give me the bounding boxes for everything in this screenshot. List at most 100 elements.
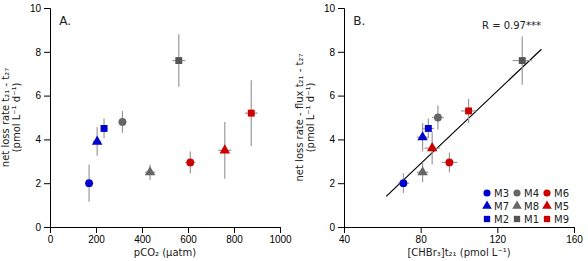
- x-axis-title: [CHBr₃]t₂₁ (pmol L⁻¹): [407, 247, 510, 258]
- y-tick: 10: [30, 3, 50, 14]
- y-tick: 8: [35, 47, 50, 58]
- y-tick-mark: [44, 139, 50, 140]
- point: [417, 166, 428, 175]
- x-tick-label: 120: [489, 234, 506, 245]
- x-tick: 80: [416, 227, 428, 245]
- legend-marker: [484, 216, 490, 222]
- legend-item: M8: [512, 200, 539, 211]
- panel: 40801201600246810B.R = 0.97***[CHBr₃]t₂₁…: [294, 3, 583, 258]
- x-tick: 120: [489, 227, 506, 245]
- x-tick: 800: [226, 227, 243, 245]
- plot-marks: [85, 34, 258, 202]
- x-tick-mark: [96, 227, 97, 233]
- y-tick-mark: [44, 52, 50, 53]
- y-axis-title: net loss rate t₂₁ - t₂₇(pmol L⁻¹ d⁻¹): [0, 68, 22, 167]
- point: [519, 57, 526, 64]
- chart-svg: 020040060080010000246810A.pCO₂ (µatm)net…: [0, 0, 588, 261]
- y-tick-mark: [338, 52, 344, 53]
- point: [427, 142, 438, 151]
- point: [145, 166, 156, 175]
- y-tick-label: 2: [35, 178, 41, 189]
- y-axis-title-line: net loss rate - flux t₂₁ - t₂₇: [294, 54, 305, 182]
- x-tick-mark: [142, 227, 143, 233]
- y-tick-label: 8: [329, 47, 335, 58]
- x-tick: 400: [134, 227, 151, 245]
- y-axis: 0246810: [324, 3, 345, 233]
- x-tick: 160: [566, 227, 583, 245]
- point: [85, 179, 93, 187]
- legend-label: M7: [494, 201, 509, 212]
- y-tick-label: 0: [35, 222, 41, 233]
- y-axis: 0 2 4 6 8 10: [30, 3, 51, 233]
- point: [400, 179, 408, 187]
- legend-item: M1: [514, 214, 539, 225]
- legend-label: M3: [494, 188, 509, 199]
- legend-label: M4: [524, 188, 539, 199]
- y-axis-title-line: (pmol L⁻¹ d⁻¹): [11, 83, 22, 153]
- x-axis-line: [51, 228, 281, 234]
- y-axis-line: [44, 9, 51, 228]
- y-axis-line: [338, 9, 345, 228]
- x-tick-mark: [574, 227, 575, 233]
- legend-item: M2: [484, 214, 509, 225]
- legend-marker: [542, 200, 552, 208]
- legend-label: M8: [524, 201, 539, 212]
- legend-label: M2: [494, 214, 509, 225]
- x-tick-mark: [497, 227, 498, 233]
- legend-marker: [513, 189, 520, 196]
- panel-title: B.: [353, 14, 365, 28]
- y-tick: 6: [35, 90, 50, 101]
- legend-marker: [514, 216, 520, 222]
- y-tick: 0: [329, 222, 344, 233]
- legend-marker: [512, 200, 522, 208]
- legend-marker: [482, 200, 492, 208]
- x-tick-label: 80: [416, 234, 428, 245]
- x-tick-mark: [280, 227, 281, 233]
- y-tick-label: 10: [30, 3, 42, 14]
- x-tick-mark: [234, 227, 235, 233]
- x-axis-line: [345, 228, 575, 234]
- regression-line: [386, 49, 541, 196]
- y-tick-mark: [44, 8, 50, 9]
- y-tick: 8: [329, 47, 344, 58]
- y-tick-mark: [44, 96, 50, 97]
- y-tick-label: 6: [35, 90, 41, 101]
- y-tick-mark: [338, 227, 344, 228]
- x-tick-label: 600: [180, 234, 197, 245]
- x-tick-label: 160: [566, 234, 583, 245]
- legend-item: M4: [513, 188, 539, 199]
- point: [119, 118, 127, 126]
- x-tick: 40: [339, 227, 351, 245]
- y-tick-label: 4: [35, 134, 41, 145]
- y-tick-label: 8: [35, 47, 41, 58]
- x-axis: 0 200 400 600 800 1000: [48, 227, 292, 245]
- y-tick: 2: [329, 178, 344, 189]
- point: [425, 125, 432, 132]
- y-tick-mark: [338, 8, 344, 9]
- legend-label: M1: [524, 214, 539, 225]
- x-tick-label: 400: [134, 234, 151, 245]
- y-tick: 4: [329, 134, 344, 145]
- y-tick: 10: [324, 3, 344, 14]
- point: [465, 107, 472, 114]
- x-tick-label: 1000: [269, 234, 292, 245]
- legend-item: M6: [543, 188, 569, 199]
- annotation: R = 0.97***: [482, 20, 541, 31]
- x-tick: 1000: [269, 227, 292, 245]
- y-axis-title: net loss rate - flux t₂₁ - t₂₇(pmol L⁻¹ …: [294, 54, 316, 182]
- y-tick-label: 0: [329, 222, 335, 233]
- legend-item: M3: [483, 188, 509, 199]
- y-tick-mark: [44, 183, 50, 184]
- legend-label: M6: [554, 188, 569, 199]
- legend: M3M7M2M4M8M1M6M5M9: [482, 188, 569, 225]
- y-tick-mark: [338, 139, 344, 140]
- legend-marker: [544, 216, 550, 222]
- x-tick-label: 0: [48, 234, 54, 245]
- x-tick: 200: [88, 227, 105, 245]
- x-tick: 0: [48, 227, 54, 245]
- point: [92, 136, 103, 145]
- point: [220, 144, 231, 153]
- y-tick: 0: [35, 222, 50, 233]
- point: [186, 158, 194, 166]
- plot-marks: [386, 36, 541, 196]
